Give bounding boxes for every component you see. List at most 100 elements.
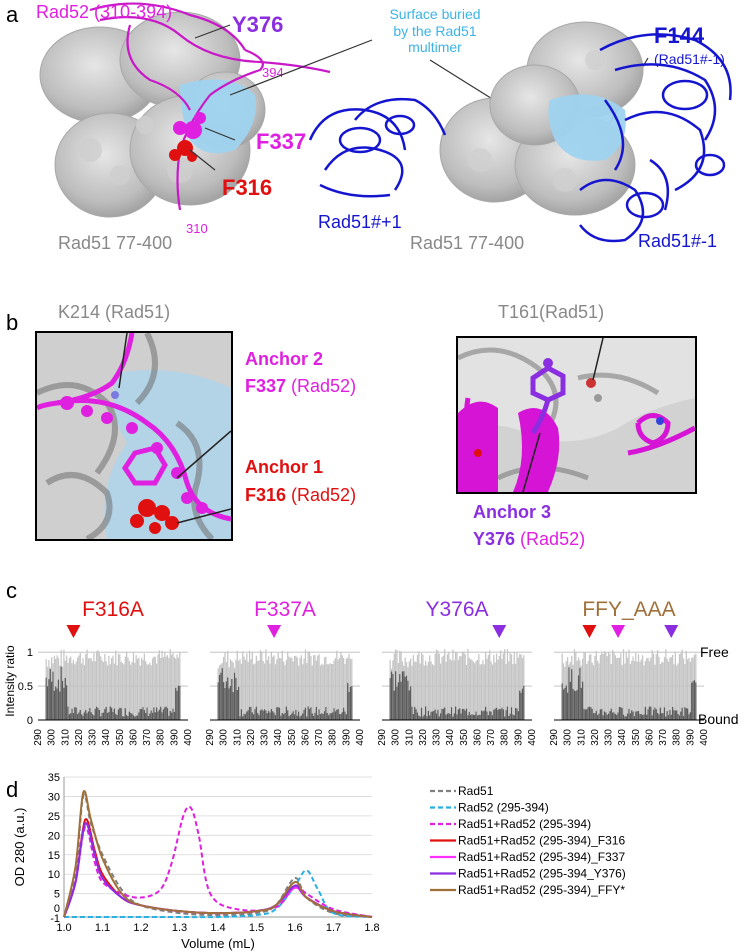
c-bar-bound (89, 708, 91, 720)
c-bar-bound (63, 687, 65, 720)
c-bar-free (302, 664, 304, 720)
c-residue-marker (664, 625, 679, 638)
c-bar-bound (179, 685, 181, 720)
c-bar-free (655, 654, 657, 720)
c-bar-bound (311, 713, 313, 720)
c-bar-bound (45, 677, 47, 720)
c-bar-bound (571, 669, 573, 720)
c-bar-free (325, 656, 327, 720)
c-bar-bound (149, 713, 151, 720)
f337-ring (121, 445, 168, 486)
c-bar-bound (76, 714, 79, 720)
c-xtick-label: 370 (658, 729, 669, 746)
c-bar-free (278, 658, 281, 720)
c-bar-free (612, 650, 614, 720)
c-bar-free (285, 659, 287, 720)
c-bar-bound (101, 712, 103, 720)
surface-note-line-3: multimer (408, 39, 462, 56)
c-bar-bound (141, 709, 143, 720)
c-bar-free (685, 650, 687, 720)
c-bar-free (97, 650, 99, 720)
c-bar-free (242, 651, 244, 720)
c-bar-bound (308, 708, 311, 720)
label-f337-b-suffix: (Rad52) (286, 376, 357, 396)
c-bar-bound (639, 714, 641, 720)
c-bar-free (667, 661, 670, 720)
c-bar-bound (644, 706, 646, 720)
c-bar-free (96, 651, 98, 720)
c-bar-free (676, 665, 678, 720)
c-bar-free (317, 655, 319, 720)
c-bar-bound (298, 711, 300, 720)
c-bar-free (483, 664, 485, 720)
c-bar-bound (106, 712, 109, 720)
c-bar-free (273, 655, 275, 720)
c-bar-bound (57, 679, 60, 720)
c-xtick-label: 310 (576, 729, 587, 746)
c-bar-free (343, 657, 345, 720)
c-bar-bound (460, 713, 462, 720)
c-bar-free (617, 657, 619, 720)
c-bar-free (78, 655, 80, 720)
c-xtick-label: 370 (314, 729, 325, 746)
c-bar-bound (270, 709, 272, 720)
c-bar-bound (96, 706, 98, 720)
c-bar-bound (463, 709, 465, 720)
label-f316-b-suffix: (Rad52) (286, 485, 357, 505)
c-xtick-label: 400 (527, 729, 538, 746)
c-bar-free (437, 650, 439, 720)
c-bar-bound (66, 685, 68, 720)
c-bar-free (516, 652, 518, 720)
c-bar-bound (648, 706, 651, 720)
c-bar-bound (333, 708, 335, 720)
c-bar-bound (283, 714, 285, 720)
c-bar-bound (687, 708, 689, 720)
panel-letter-c: c (6, 578, 17, 603)
c-bar-free (586, 664, 588, 720)
c-bar-free (257, 661, 259, 720)
c-bar-free (631, 660, 633, 720)
c-bar-free (610, 664, 612, 720)
c-bar-free (618, 657, 621, 720)
label-k214: K214 (Rad51) (58, 302, 171, 322)
c-bar-bound (157, 711, 159, 720)
c-bar-bound (446, 713, 449, 720)
c-bar-free (263, 663, 266, 720)
c-bar-free (308, 651, 311, 720)
c-bar-free (300, 655, 302, 720)
c-bar-bound (516, 708, 518, 720)
c-bar-bound (662, 713, 664, 720)
c-bar-bound (580, 687, 582, 720)
d-ytick-label: 25 (48, 811, 60, 823)
c-bar-bound (223, 682, 225, 720)
c-xtick-label: 350 (287, 729, 298, 746)
c-bar-bound (404, 676, 406, 720)
d-ytick-label: 0 (54, 903, 60, 915)
c-bar-free (265, 649, 267, 720)
c-bar-bound (330, 713, 332, 720)
c-bar-bound (265, 710, 267, 720)
c-bar-bound (429, 715, 431, 720)
c-bar-bound (663, 707, 666, 720)
c-bar-bound (153, 707, 155, 720)
c-bar-bound (490, 711, 492, 720)
label-y376-b-suffix: (Rad52) (515, 529, 586, 549)
c-bar-bound (521, 688, 524, 720)
c-bar-bound (347, 682, 349, 720)
c-ytick-label: 0 (27, 715, 33, 727)
rad51-minus1-ribbon (579, 33, 732, 243)
c-bar-bound (448, 713, 450, 720)
d-series-line (63, 869, 373, 919)
c-bar-free (620, 653, 622, 720)
c-bar-bound (105, 706, 107, 720)
c-bar-free (76, 657, 79, 720)
c-bar-bound (109, 706, 111, 720)
c-bar-bound (515, 708, 517, 720)
c-bar-bound (495, 707, 498, 720)
c-bar-free (500, 650, 502, 720)
c-bar-bound (242, 716, 244, 720)
c-bar-bound (61, 680, 64, 720)
c-bar-free (304, 649, 307, 720)
c-bar-free (139, 665, 141, 720)
d-ytick-label: 20 (48, 830, 60, 842)
